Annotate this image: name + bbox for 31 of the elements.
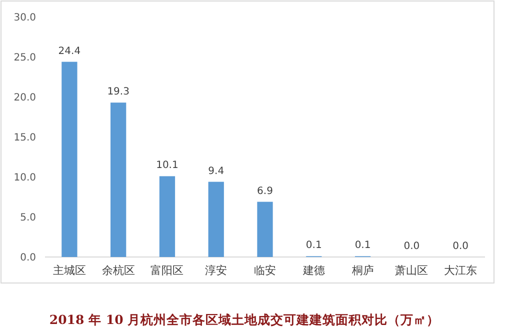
data-label: 0.0 bbox=[404, 241, 420, 252]
data-label: 6.9 bbox=[257, 186, 273, 197]
bar bbox=[208, 182, 224, 257]
y-tick-label: 25.0 bbox=[14, 52, 36, 64]
x-tick-label: 主城区 bbox=[52, 264, 86, 277]
data-label: 9.4 bbox=[208, 166, 224, 177]
x-tick-label: 大江东 bbox=[444, 264, 478, 277]
y-tick-label: 20.0 bbox=[14, 92, 36, 104]
y-tick-label: 5.0 bbox=[20, 212, 36, 224]
y-tick-label: 10.0 bbox=[14, 172, 36, 184]
bar bbox=[159, 176, 176, 257]
y-tick-label: 30.0 bbox=[14, 12, 36, 24]
data-label: 24.4 bbox=[58, 46, 81, 57]
x-tick-label: 富阳区 bbox=[150, 264, 184, 277]
data-label: 19.3 bbox=[107, 86, 130, 98]
y-tick-label: 0.0 bbox=[20, 252, 36, 264]
data-label: 0.1 bbox=[306, 240, 322, 252]
bar bbox=[257, 202, 273, 257]
x-tick-label: 临安 bbox=[254, 264, 276, 277]
bar bbox=[110, 102, 126, 257]
x-tick-label: 建德 bbox=[302, 264, 325, 277]
x-tick-label: 余杭区 bbox=[102, 264, 135, 277]
x-tick-label: 淳安 bbox=[205, 264, 228, 277]
x-tick-label: 桐庐 bbox=[350, 264, 374, 277]
data-label: 0.1 bbox=[354, 240, 371, 252]
y-tick-label: 15.0 bbox=[14, 132, 36, 144]
text: 2018 年 10 月杭州全市各区域土地成交可建建筑面积对比（万㎡） bbox=[49, 312, 440, 327]
data-label: 0.0 bbox=[452, 241, 469, 252]
x-tick-label: 萧山区 bbox=[395, 264, 428, 277]
data-label: 10.1 bbox=[156, 160, 178, 172]
bar bbox=[62, 62, 78, 257]
